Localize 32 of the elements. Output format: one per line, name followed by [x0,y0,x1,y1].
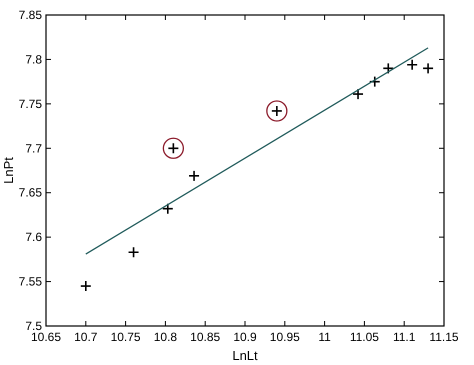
x-tick-label: 10.8 [154,330,178,344]
y-tick-label: 7.7 [25,141,42,156]
point [382,62,394,74]
x-tick-label: 10.65 [30,330,62,344]
y-axis-title: LnPt [1,156,16,184]
point [368,76,381,88]
y-tick-label: 7.55 [18,274,42,289]
x-tick-label: 10.85 [190,330,221,344]
x-tick-label: 10.7 [74,330,98,344]
point [352,88,364,100]
point [128,246,140,258]
y-tick-label: 7.65 [18,186,42,200]
x-tick-label: 11.05 [350,330,380,344]
x-tick-label: 10.9 [233,330,257,344]
y-tick-label: 7.5 [25,319,42,333]
point [162,138,184,159]
x-tick-label: 11.1 [392,330,416,344]
y-tick-label: 7.85 [18,8,42,22]
x-tick-label: 10.75 [110,330,141,344]
x-tick-label: 10.95 [270,330,300,344]
x-tick-label: 11.15 [429,330,459,344]
y-tick-label: 7.6 [25,230,42,244]
point [188,170,200,182]
x-tick-label: 11 [318,330,332,344]
x-axis-title: LnLt [232,348,258,363]
y-tick-label: 7.75 [18,96,42,111]
point [422,62,434,74]
point [406,58,418,71]
point [162,202,174,215]
y-tick-label: 7.8 [25,52,42,66]
point [80,280,92,292]
point [266,100,288,122]
